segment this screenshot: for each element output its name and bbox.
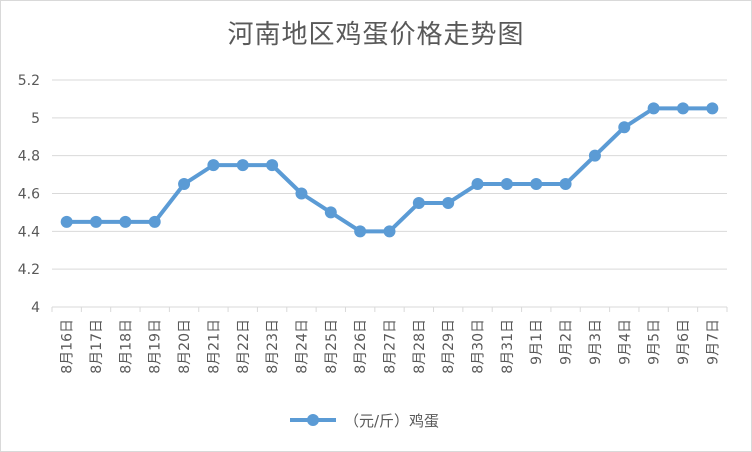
x-tick-label: 8月28日 xyxy=(412,319,428,374)
data-point xyxy=(471,178,484,191)
x-axis xyxy=(51,306,728,312)
data-point xyxy=(90,215,103,228)
data-point xyxy=(412,196,425,209)
legend: （元/斤）鸡蛋 xyxy=(290,408,439,432)
x-tick-label: 8月24日 xyxy=(294,319,310,374)
x-tick-label: 8月16日 xyxy=(60,319,76,374)
data-point xyxy=(148,215,161,228)
data-point xyxy=(60,215,73,228)
x-tick-label: 8月23日 xyxy=(265,319,281,374)
data-point xyxy=(676,102,689,115)
chart-title: 河南地区鸡蛋价格走势图 xyxy=(227,20,525,50)
data-point xyxy=(178,178,191,191)
x-tick-label: 8月25日 xyxy=(324,319,340,374)
x-tick-label: 8月31日 xyxy=(500,319,516,374)
y-tick-label: 4 xyxy=(31,300,40,316)
gridlines xyxy=(52,79,727,308)
x-tick-label: 9月4日 xyxy=(617,319,633,365)
series-layer xyxy=(60,102,719,238)
legend-label: （元/斤）鸡蛋 xyxy=(344,411,440,430)
data-point xyxy=(119,215,132,228)
y-tick-label: 5.2 xyxy=(18,73,40,89)
x-tick-label: 9月5日 xyxy=(647,319,663,365)
y-tick-label: 4.2 xyxy=(18,262,40,278)
y-tick-label: 5 xyxy=(31,111,40,127)
data-point xyxy=(383,225,396,238)
x-tick-label: 8月21日 xyxy=(206,319,222,374)
data-point xyxy=(706,102,719,115)
x-tick-label: 8月20日 xyxy=(177,319,193,374)
data-point xyxy=(588,149,601,162)
x-tick-label: 9月6日 xyxy=(676,319,692,365)
x-tick-label: 9月1日 xyxy=(529,319,545,365)
data-point xyxy=(207,159,220,172)
series-line xyxy=(64,106,715,234)
x-tick-label: 8月19日 xyxy=(148,319,164,374)
data-point xyxy=(324,206,337,219)
y-axis-ticks: 4 4.2 4.4 4.6 4.8 5 5.2 xyxy=(18,73,40,316)
x-tick-label: 9月7日 xyxy=(705,319,721,365)
data-point xyxy=(647,102,660,115)
data-point xyxy=(530,178,543,191)
y-tick-label: 4.4 xyxy=(18,224,40,240)
data-point xyxy=(442,196,455,209)
legend-marker-icon xyxy=(290,413,336,427)
x-tick-label: 9月2日 xyxy=(559,319,575,365)
data-point xyxy=(236,159,249,172)
x-tick-label: 8月22日 xyxy=(236,319,252,374)
x-tick-label: 8月17日 xyxy=(89,319,105,374)
data-point xyxy=(354,225,367,238)
data-point xyxy=(559,178,572,191)
x-tick-label: 8月29日 xyxy=(441,319,457,374)
x-tick-label: 8月27日 xyxy=(383,319,399,374)
y-tick-label: 4.8 xyxy=(18,149,40,165)
data-point xyxy=(500,178,513,191)
data-point xyxy=(618,121,631,134)
x-tick-label: 8月30日 xyxy=(471,319,487,374)
x-tick-label: 9月3日 xyxy=(588,319,604,365)
x-tick-label: 8月18日 xyxy=(118,319,134,374)
data-point xyxy=(266,159,279,172)
y-tick-label: 4.6 xyxy=(18,187,40,203)
data-point xyxy=(295,187,308,200)
x-axis-ticks: 8月16日 8月17日 8月18日 8月19日 8月20日 8月21日 8月22日 8月23日… xyxy=(60,319,722,374)
x-tick-label: 8月26日 xyxy=(353,319,369,374)
